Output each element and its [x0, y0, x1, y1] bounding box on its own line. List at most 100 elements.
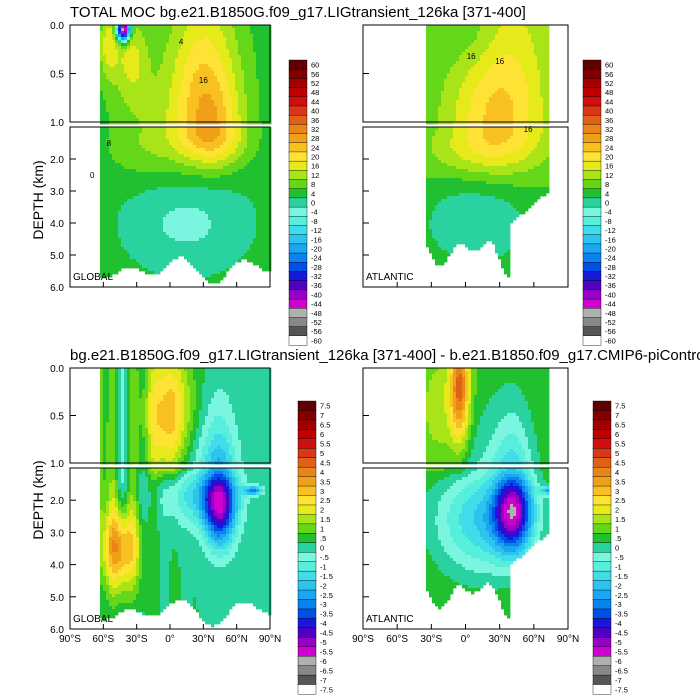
colorbar-label: -.5 [320, 553, 329, 562]
colorbar-bin [297, 665, 317, 676]
colorbar-bin [582, 160, 602, 171]
colorbar-bin [592, 466, 612, 478]
colorbar-label: -1 [320, 562, 327, 571]
colorbar-bin [592, 438, 612, 449]
colorbar-bin [288, 179, 308, 190]
colorbar-label: -28 [605, 263, 616, 272]
colorbar-label: -44 [605, 300, 616, 309]
colorbar-label: 0 [311, 199, 315, 208]
colorbar-bin [582, 59, 602, 70]
colorbar-label: -1 [615, 562, 622, 571]
colorbar-label: 5 [320, 449, 324, 458]
colorbar-label: -4 [605, 208, 612, 217]
colorbar-label: 44 [311, 97, 319, 106]
colorbar-label: -40 [605, 290, 616, 299]
colorbar-label: -4.5 [320, 629, 333, 638]
colorbar-label: -60 [605, 336, 616, 345]
colorbar-bin [582, 271, 602, 282]
colorbar-label: 4.5 [615, 458, 625, 467]
y-tick-label: 1.0 [50, 118, 64, 129]
colorbar-bin [592, 608, 612, 619]
colorbar-bin [582, 289, 602, 300]
panel-global-total: GLOBAL 0.0 0.5 1.0 2.0 3.0 4.0 5.0 6.0 16 8 4 0 [50, 21, 272, 294]
y-tick-label: 1.0 [50, 459, 64, 470]
colorbar-label: -16 [311, 235, 322, 244]
colorbar-label: 6 [615, 430, 619, 439]
colorbar-label: -12 [605, 226, 616, 235]
colorbar-bin [288, 68, 308, 79]
panel-atlantic-difference: ATLANTIC 90°S 60°S 30°S 0° 30°N 60°N 90°N [352, 367, 579, 645]
colorbar-label: -5.5 [320, 647, 333, 656]
colorbar-label: -52 [311, 318, 322, 327]
colorbar-bin [297, 655, 317, 667]
colorbar-label: 0 [605, 199, 609, 208]
colorbar-label: -6 [615, 657, 622, 666]
upper-panel [69, 367, 272, 465]
colorbar-label: 36 [311, 116, 319, 125]
colorbar-label: -24 [311, 254, 322, 263]
colorbar-label: -56 [605, 327, 616, 336]
colorbar-bin [582, 124, 602, 135]
colorbar-bin [288, 335, 308, 346]
colorbar-bin [582, 317, 602, 328]
colorbar-label: 7.5 [320, 402, 330, 411]
colorbar-bin [582, 252, 602, 263]
colorbar-label: -44 [311, 300, 322, 309]
colorbar-bin [288, 206, 308, 217]
colorbar-label: -3.5 [320, 610, 333, 619]
colorbar-label: 28 [311, 134, 319, 143]
colorbar-label: -40 [311, 290, 322, 299]
contour-label: 4 [179, 37, 184, 46]
colorbar-bin [592, 552, 612, 563]
colorbar-label: -6 [320, 657, 327, 666]
colorbar-bin [297, 495, 317, 506]
colorbar-label: 48 [605, 88, 613, 97]
colorbar-label: -4 [320, 619, 327, 628]
y-tick-label: 5.0 [50, 251, 64, 262]
colorbar-bin [592, 637, 612, 648]
lower-panel [362, 467, 569, 630]
basin-label: GLOBAL [73, 272, 113, 283]
y-tick-label: 3.0 [50, 528, 64, 539]
colorbar-bin [592, 665, 612, 676]
colorbar-label: 8 [311, 180, 315, 189]
colorbar-bin [288, 59, 308, 70]
colorbar-bin [592, 476, 612, 487]
colorbar-bin [288, 280, 308, 291]
contour-label: 16 [495, 57, 504, 66]
colorbar-label: 44 [605, 97, 613, 106]
colorbar-bin [582, 280, 602, 291]
colorbar-label: 6.5 [320, 421, 330, 430]
colorbar-bin [297, 589, 317, 600]
panel-atlantic-total: ATLANTIC 16 16 16 [362, 24, 569, 288]
colorbar-label: 16 [605, 162, 613, 171]
panels: GLOBAL0.00.51.02.03.04.05.06.016840ATLAN… [50, 21, 579, 645]
colorbar-bin [297, 448, 317, 459]
colorbar-1: 60565248444036322824201612840-4-8-12-16-… [288, 59, 322, 346]
colorbar-bin [288, 243, 308, 254]
colorbar-label: 4.5 [320, 458, 330, 467]
colorbar-bin [592, 533, 612, 544]
colorbar-bin [297, 637, 317, 648]
colorbar-label: 60 [311, 61, 319, 70]
colorbar-label: 4 [615, 468, 619, 477]
colorbar-label: -3.5 [615, 610, 628, 619]
colorbar-label: -3 [320, 600, 327, 609]
colorbar-label: 56 [311, 70, 319, 79]
colorbar-label: 2 [320, 506, 324, 515]
colorbar-label: -6.5 [615, 666, 628, 675]
colorbar-label: 3.5 [320, 477, 330, 486]
colorbar-bin [297, 438, 317, 449]
contour-label: 16 [199, 76, 208, 85]
contour-label: 0 [90, 171, 95, 180]
colorbar-bin [288, 160, 308, 171]
colorbar-label: -28 [311, 263, 322, 272]
colorbar-bin [297, 542, 317, 553]
colorbar-label: 56 [605, 70, 613, 79]
colorbar-label: 60 [605, 61, 613, 70]
colorbar-label: -.5 [615, 553, 624, 562]
colorbar-bin [297, 618, 317, 629]
colorbar-bin [592, 542, 612, 553]
colorbar-label: 16 [311, 162, 319, 171]
